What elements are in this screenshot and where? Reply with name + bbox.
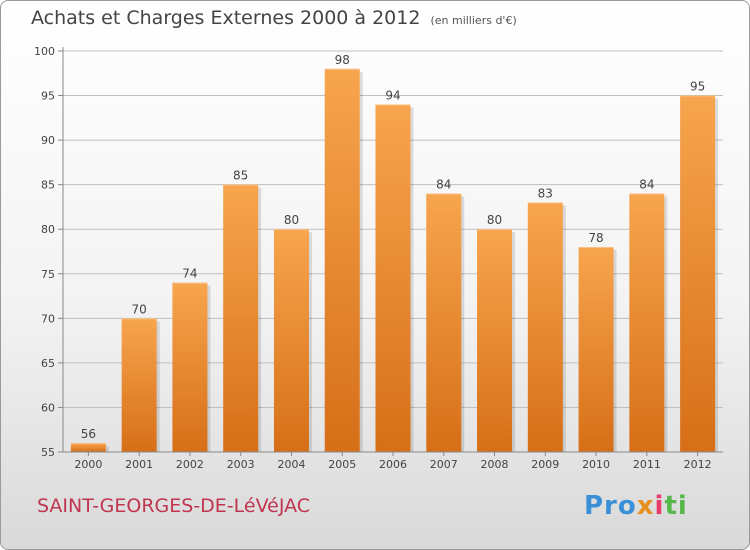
bars [70,68,719,453]
y-tick-label: 100 [34,45,55,58]
x-tick-label-2003: 2003 [227,458,255,471]
bar-2006 [375,104,411,452]
title-text: Achats et Charges Externes 2000 à 2012 [31,7,421,29]
x-tick-label-2008: 2008 [481,458,509,471]
x-tick-label-2007: 2007 [430,458,458,471]
y-tick-label: 65 [41,357,55,370]
bar-2003 [223,184,259,452]
y-tick-label: 60 [41,401,55,414]
bar-2005 [324,68,360,453]
bar-2011 [629,193,665,453]
data-label-2007: 84 [436,178,451,192]
bar-2012 [680,95,716,453]
y-tick-label: 90 [41,134,55,147]
bar-2000 [70,443,106,452]
x-tick-label-2004: 2004 [277,458,305,471]
bar-2002 [172,282,208,452]
x-tick-label-2009: 2009 [531,458,559,471]
data-labels: 56 70 74 85 80 98 94 84 80 83 78 84 95 [81,53,706,441]
bar-2007 [426,193,462,453]
data-label-2002: 74 [182,267,197,281]
data-label-2000: 56 [81,427,96,441]
x-tick-label-2006: 2006 [379,458,407,471]
logo-part-1: Pro [584,491,637,521]
bar-2010 [578,247,614,452]
x-tick-label-2001: 2001 [125,458,153,471]
y-tick-label: 95 [41,90,55,103]
bar-2004 [273,229,309,452]
bar-2008 [477,229,513,452]
x-tick-label-2002: 2002 [176,458,204,471]
data-label-2011: 84 [639,178,654,192]
data-label-2012: 95 [690,80,705,94]
x-tick-label-2012: 2012 [684,458,712,471]
y-tick-label: 85 [41,179,55,192]
x-tick-label-2011: 2011 [633,458,661,471]
data-label-2004: 80 [284,213,299,227]
unit-label: (en milliers d'€) [430,14,517,27]
data-label-2009: 83 [538,186,553,200]
axes: 55 60 65 70 75 80 85 90 95 100 2000 2001 2002 2003 200… [34,45,723,471]
y-tick-label: 55 [41,446,55,459]
x-tick-label-2005: 2005 [328,458,356,471]
data-label-2006: 94 [385,88,400,102]
y-tick-label: 75 [41,268,55,281]
logo-part-4: ti [664,491,688,521]
y-tick-label: 80 [41,223,55,236]
commune-name: SAINT-GEORGES-DE-LéVéJAC [37,495,311,517]
data-label-2003: 85 [233,169,248,183]
data-label-2008: 80 [487,213,502,227]
y-tick-label: 70 [41,312,55,325]
data-label-2001: 70 [132,302,147,316]
data-label-2005: 98 [335,53,350,67]
proxiti-logo[interactable]: Proxiti [584,491,688,521]
chart-title: Achats et Charges Externes 2000 à 2012 (e… [31,7,517,29]
data-label-2010: 78 [588,231,603,245]
bar-2009 [527,202,563,452]
logo-part-2: x [636,491,655,521]
x-tick-label-2000: 2000 [74,458,102,471]
logo-part-3: i [654,491,665,521]
bar-2001 [121,318,157,452]
x-tick-label-2010: 2010 [582,458,610,471]
